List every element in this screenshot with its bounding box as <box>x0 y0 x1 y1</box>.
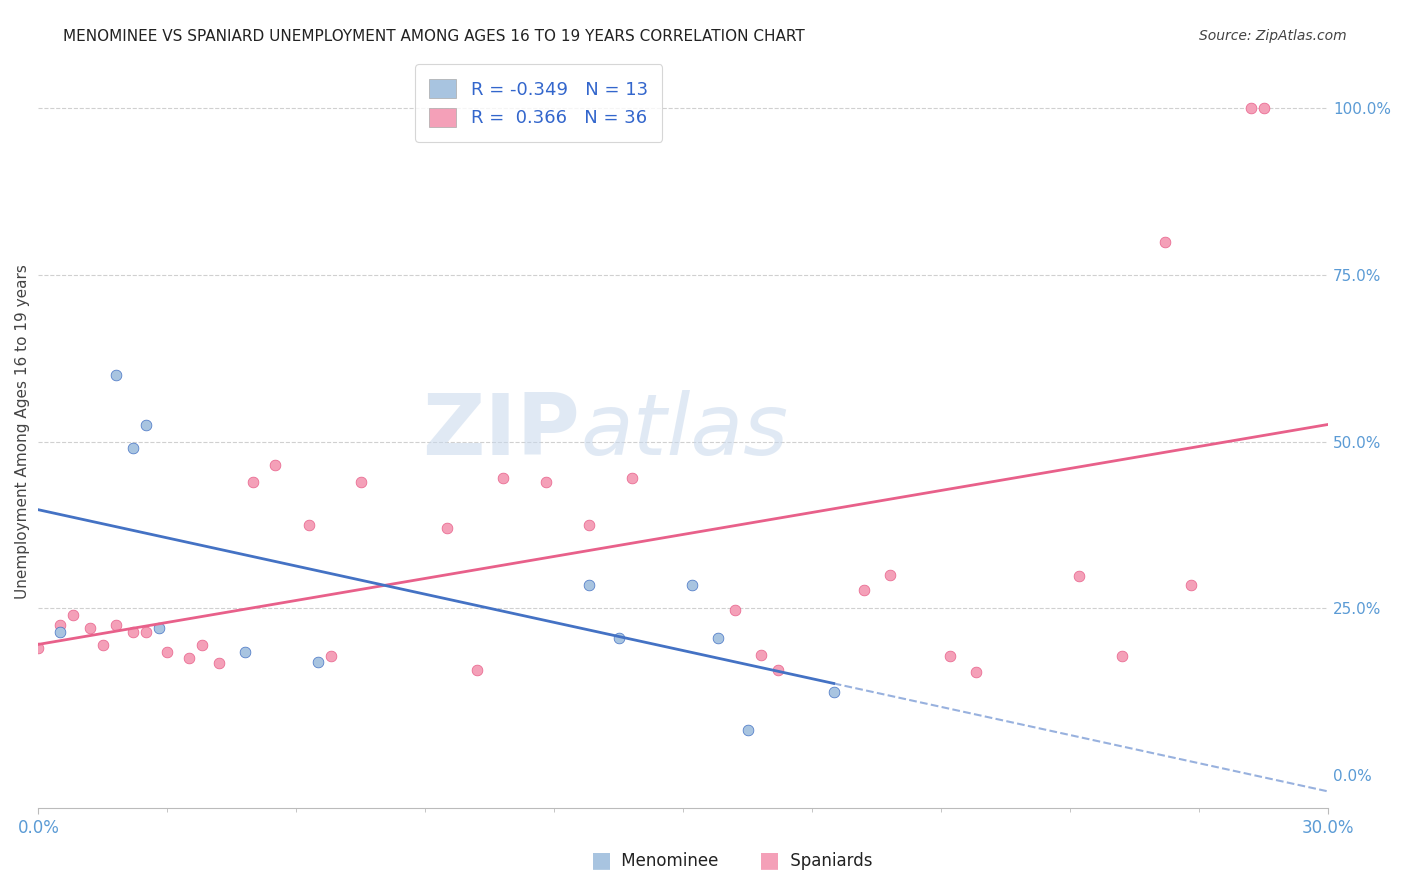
Y-axis label: Unemployment Among Ages 16 to 19 years: Unemployment Among Ages 16 to 19 years <box>15 264 30 599</box>
Point <box>104 618 127 632</box>
Point <box>307 655 329 669</box>
Point <box>156 645 179 659</box>
Point <box>122 442 145 456</box>
Point <box>91 638 114 652</box>
Point <box>1111 649 1133 664</box>
Point <box>1153 235 1175 249</box>
Text: Spaniards: Spaniards <box>785 852 872 870</box>
Point <box>965 665 987 679</box>
Point <box>242 475 264 489</box>
Point <box>135 624 157 639</box>
Point <box>681 578 703 592</box>
Point <box>534 475 557 489</box>
Point <box>749 648 772 662</box>
Point <box>1067 569 1090 583</box>
Point <box>879 568 901 582</box>
Point <box>319 649 342 664</box>
Text: ZIP: ZIP <box>422 391 581 474</box>
Text: Source: ZipAtlas.com: Source: ZipAtlas.com <box>1199 29 1347 43</box>
Point <box>1240 102 1263 116</box>
Point <box>350 475 373 489</box>
Point <box>79 622 101 636</box>
Point <box>233 645 256 659</box>
Point <box>620 471 643 485</box>
Text: MENOMINEE VS SPANIARD UNEMPLOYMENT AMONG AGES 16 TO 19 YEARS CORRELATION CHART: MENOMINEE VS SPANIARD UNEMPLOYMENT AMONG… <box>63 29 806 44</box>
Point <box>492 471 515 485</box>
Point <box>578 518 600 533</box>
Text: ■: ■ <box>759 850 780 870</box>
Point <box>62 608 84 623</box>
Point <box>607 632 630 646</box>
Point <box>823 685 845 699</box>
Point <box>263 458 285 472</box>
Point <box>465 663 488 677</box>
Point <box>1180 578 1202 592</box>
Point <box>737 723 759 737</box>
Point <box>148 622 170 636</box>
Point <box>298 518 321 533</box>
Point <box>49 618 72 632</box>
Point <box>1253 102 1275 116</box>
Legend: R = -0.349   N = 13, R =  0.366   N = 36: R = -0.349 N = 13, R = 0.366 N = 36 <box>415 64 662 142</box>
Point <box>706 632 728 646</box>
Point <box>104 368 127 383</box>
Point <box>436 521 458 535</box>
Point <box>208 656 231 670</box>
Text: Menominee: Menominee <box>616 852 718 870</box>
Text: atlas: atlas <box>581 391 787 474</box>
Point <box>135 418 157 433</box>
Point <box>578 578 600 592</box>
Text: ■: ■ <box>591 850 612 870</box>
Point <box>724 603 747 617</box>
Point <box>177 651 200 665</box>
Point <box>939 649 962 664</box>
Point <box>852 582 875 597</box>
Point <box>49 624 72 639</box>
Point <box>190 638 212 652</box>
Point <box>122 624 145 639</box>
Point <box>766 663 789 677</box>
Point <box>27 641 49 656</box>
